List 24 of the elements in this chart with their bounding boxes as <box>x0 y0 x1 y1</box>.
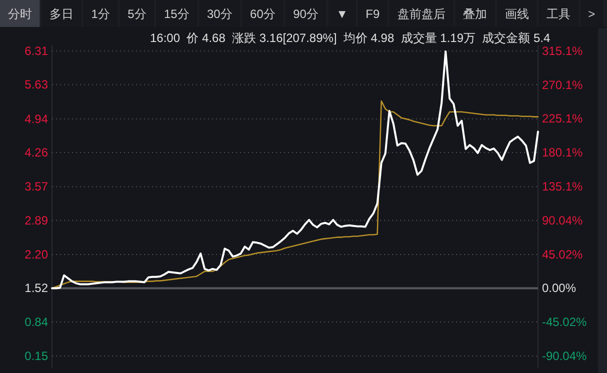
y2-tick-label: -45.02% <box>542 315 588 330</box>
line-series <box>51 50 539 290</box>
y2-tick-label: -90.04% <box>542 349 588 364</box>
y-tick-label: 4.94 <box>24 112 48 126</box>
y-tick-label: 0.84 <box>24 314 48 329</box>
y-tick-label: 0.15 <box>24 349 48 364</box>
y-tick-label: 4.26 <box>24 146 48 160</box>
y-tick-label: 3.57 <box>24 180 48 194</box>
toolbar: 分时 多日 1分 5分 15分 30分 60分 90分 ▼ F9 盘前盘后 叠加 画线 工具 > <box>0 0 607 27</box>
y-tick-label: 5.63 <box>24 78 48 92</box>
chart-subtitle: 16:00 价 4.68 涨跌 3.16[207.89%] 均价 4.98 成交量 1.19万 成交金额 5.4 <box>150 31 551 45</box>
y-tick-label: 6.31 <box>24 44 48 58</box>
y2-tick-label: 90.04% <box>542 213 584 228</box>
y2-tick-label: 45.02% <box>542 247 584 262</box>
y2-tick-label: 270.1% <box>542 78 584 92</box>
line-series <box>51 100 539 289</box>
y2-tick-label: 0.00% <box>542 281 576 296</box>
y2-tick-label: 180.1% <box>542 146 584 160</box>
y-tick-label: 2.89 <box>24 213 48 228</box>
y2-tick-label: 225.1% <box>542 112 584 126</box>
y-tick-label: 1.52 <box>24 281 48 296</box>
y-tick-label: 2.20 <box>24 248 48 262</box>
y2-tick-label: 315.1% <box>542 44 584 58</box>
y2-tick-label: 135.1% <box>542 180 584 194</box>
